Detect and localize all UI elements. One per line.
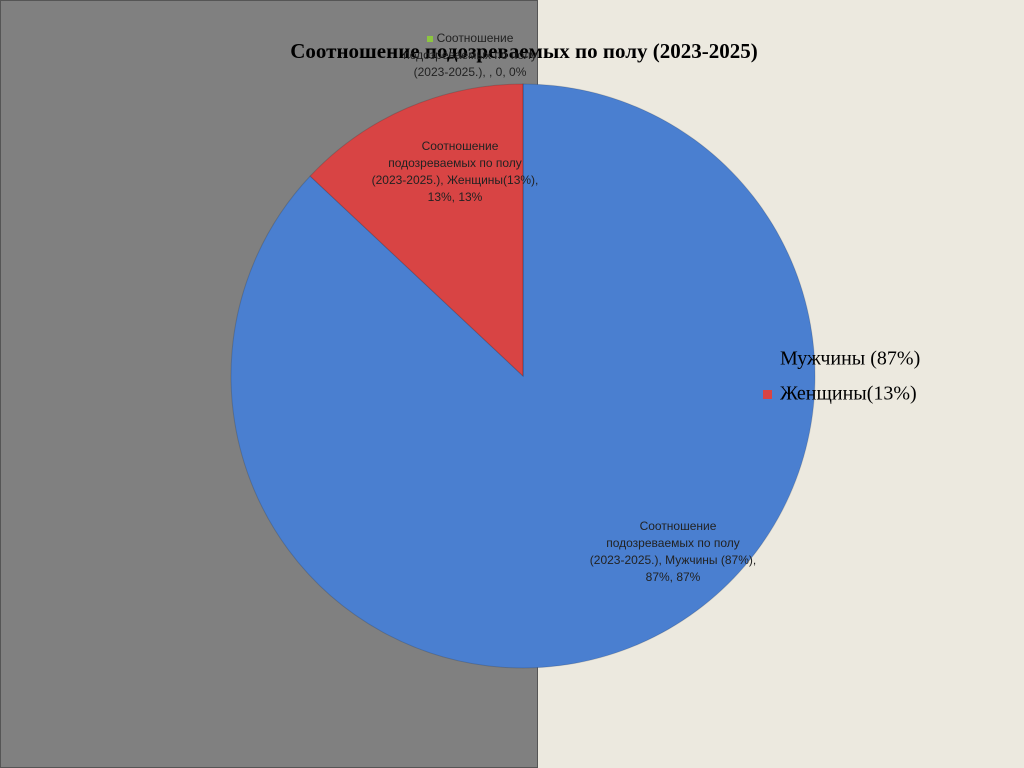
legend-swatch: [763, 390, 772, 399]
data-label-text: Соотношение подозреваемых по полу (2023-…: [589, 519, 757, 584]
legend-swatch: [763, 355, 772, 364]
pie-slice: [309, 83, 524, 378]
label-marker: [411, 143, 418, 150]
legend-label: Женщины(13%): [780, 383, 917, 405]
data-label-text: Соотношение подозреваемых по полу (2023-…: [371, 139, 539, 204]
label-marker: [629, 523, 636, 530]
data-label: Соотношение подозреваемых по полу (2023-…: [588, 518, 758, 586]
legend-label: Мужчины (87%): [780, 348, 920, 370]
data-label-text: Соотношение подозреваемых по полу (2023-…: [403, 31, 537, 79]
data-label: Соотношение подозреваемых по полу (2023-…: [395, 30, 545, 81]
pie-slice: [230, 83, 816, 669]
chart-title: Соотношение подозреваемых по полу (2023-…: [290, 39, 757, 63]
data-label: Соотношение подозреваемых по полу (2023-…: [370, 138, 540, 206]
label-marker: [426, 35, 433, 42]
